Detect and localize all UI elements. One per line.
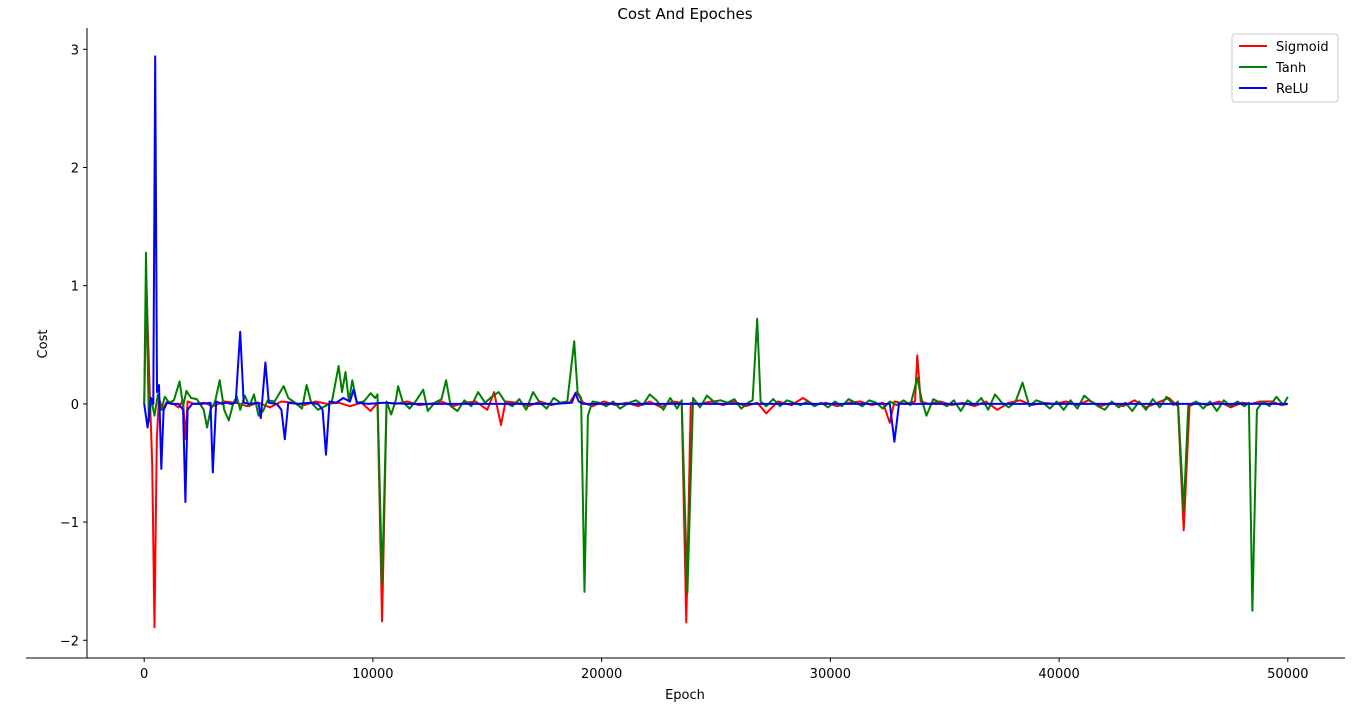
x-tick-label: 50000 bbox=[1267, 667, 1308, 682]
legend: Sigmoid Tanh ReLU bbox=[1231, 33, 1339, 103]
y-tick-label: 2 bbox=[71, 161, 79, 176]
x-ticks: 0 10000 20000 30000 40000 50000 bbox=[140, 658, 1308, 682]
x-tick-label: 10000 bbox=[352, 667, 393, 682]
y-tick-label: −1 bbox=[60, 516, 79, 531]
x-tick-label: 0 bbox=[140, 667, 148, 682]
series-line-relu bbox=[143, 55, 1288, 503]
series-lines bbox=[143, 55, 1289, 629]
x-axis-title: Epoch bbox=[665, 688, 705, 703]
y-tick-label: 3 bbox=[71, 43, 79, 58]
y-tick-label: −2 bbox=[60, 634, 79, 649]
y-tick-label: 1 bbox=[71, 280, 79, 295]
legend-label-relu: ReLU bbox=[1276, 82, 1309, 97]
y-ticks: −2 −1 0 1 2 3 bbox=[60, 43, 87, 649]
y-tick-label: 0 bbox=[71, 398, 79, 413]
chart-title: Cost And Epoches bbox=[617, 5, 752, 23]
axes bbox=[26, 28, 1345, 659]
legend-box bbox=[1231, 33, 1339, 103]
x-tick-label: 30000 bbox=[810, 667, 851, 682]
legend-label-tanh: Tanh bbox=[1275, 61, 1306, 76]
series-line-tanh bbox=[143, 251, 1289, 612]
series-line-sigmoid bbox=[143, 284, 1288, 629]
x-tick-label: 20000 bbox=[581, 667, 622, 682]
y-axis-title: Cost bbox=[36, 330, 51, 359]
x-tick-label: 40000 bbox=[1038, 667, 1079, 682]
legend-label-sigmoid: Sigmoid bbox=[1276, 40, 1329, 55]
